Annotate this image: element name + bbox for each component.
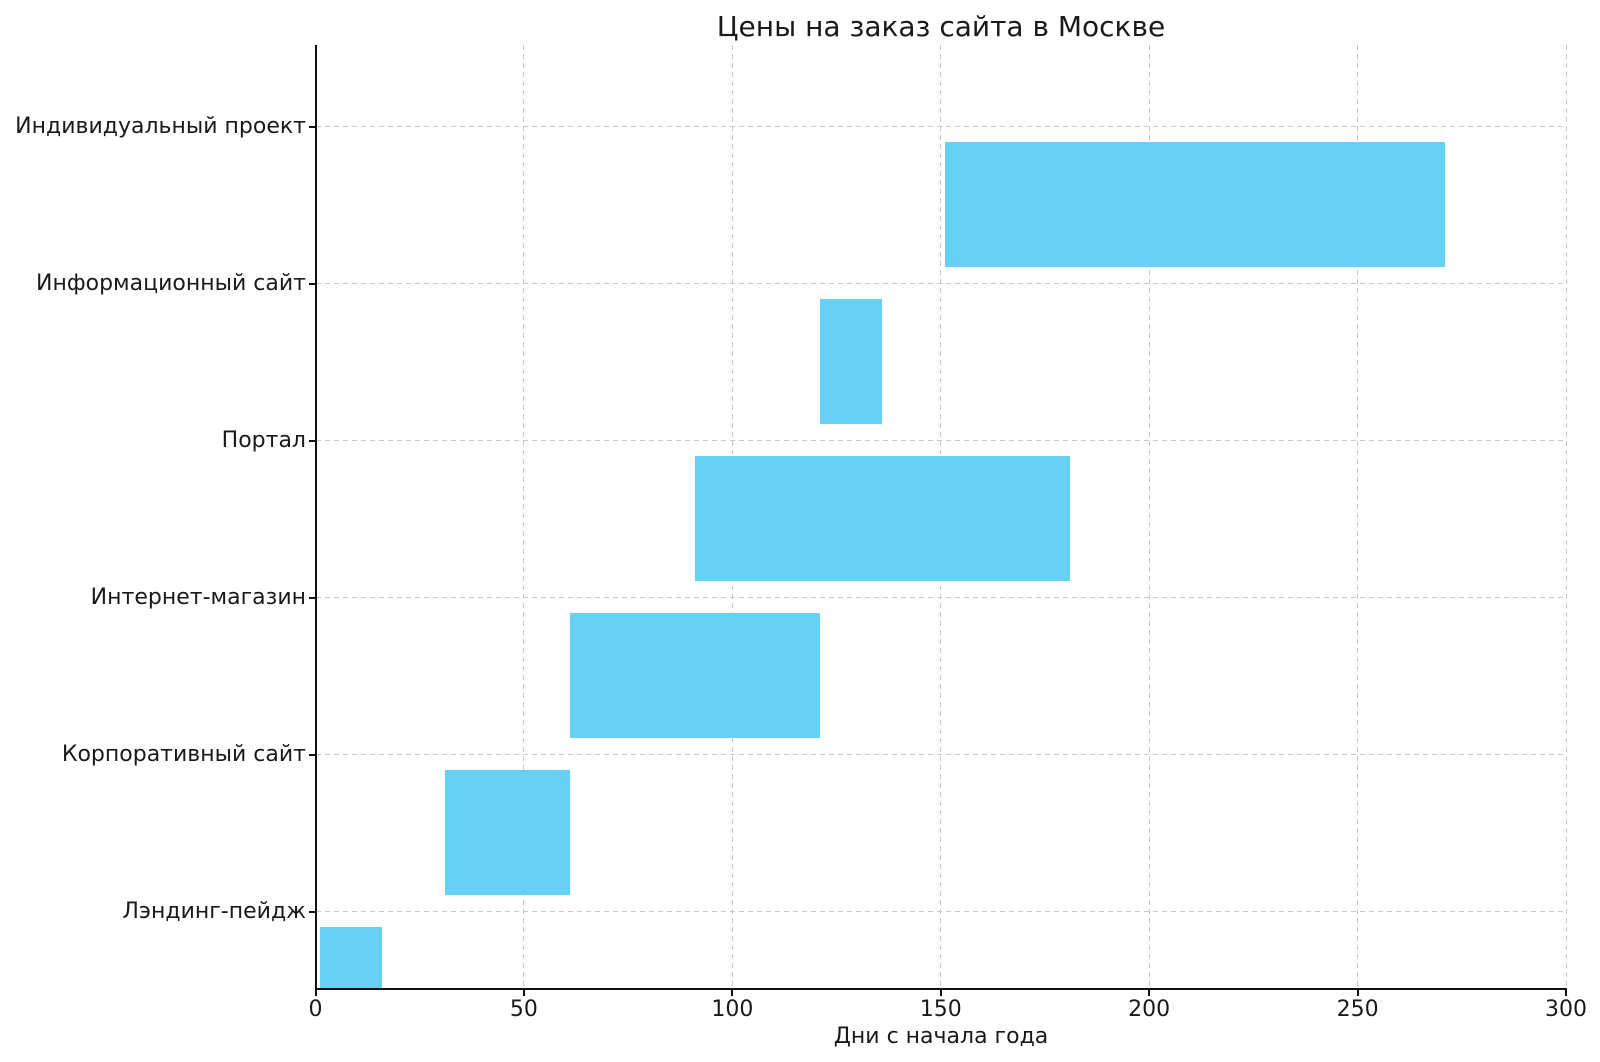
x-tick-mark <box>1356 989 1359 996</box>
gantt-bar <box>444 770 570 895</box>
x-tick-mark <box>314 989 317 996</box>
x-axis-label: Дни с начала года <box>833 1024 1049 1049</box>
x-tick-label: 300 <box>1545 997 1587 1022</box>
y-tick-mark <box>308 125 316 128</box>
x-tick-mark <box>522 989 525 996</box>
x-gridline <box>1148 45 1150 989</box>
x-tick-mark <box>1148 989 1151 996</box>
gantt-bar <box>944 142 1446 267</box>
y-tick-mark <box>308 282 316 285</box>
x-tick-mark <box>1565 989 1567 996</box>
x-tick-label: 250 <box>1336 997 1379 1022</box>
x-tick-label: 100 <box>711 997 754 1022</box>
x-axis-spine <box>314 988 1567 990</box>
gantt-bar <box>319 927 383 989</box>
x-tick-mark <box>731 989 734 996</box>
y-tick-label: Интернет-магазин <box>90 584 306 610</box>
y-tick-label: Портал <box>221 427 306 453</box>
x-tick-label: 50 <box>509 997 538 1022</box>
x-tick-label: 200 <box>1128 997 1171 1022</box>
y-tick-mark <box>308 753 316 756</box>
x-tick-mark <box>939 989 942 996</box>
gantt-bar <box>694 456 1070 581</box>
x-gridline <box>1565 45 1567 989</box>
y-tick-label: Индивидуальный проект <box>15 113 306 139</box>
y-tick-label: Корпоративный сайт <box>61 741 306 767</box>
x-gridline <box>523 45 525 989</box>
chart-title: Цены на заказ сайта в Москве <box>716 10 1166 43</box>
y-tick-mark <box>308 439 316 442</box>
y-tick-label: Лэндинг-пейдж <box>122 898 306 924</box>
gantt-bar <box>819 299 883 424</box>
x-gridline <box>1357 45 1359 989</box>
y-axis-spine <box>314 45 317 990</box>
gantt-bar <box>569 613 820 738</box>
y-tick-label: Информационный сайт <box>35 270 306 296</box>
y-tick-mark <box>308 910 316 913</box>
y-tick-mark <box>308 596 316 599</box>
x-tick-label: 150 <box>919 997 962 1022</box>
x-tick-label: 0 <box>308 997 323 1022</box>
